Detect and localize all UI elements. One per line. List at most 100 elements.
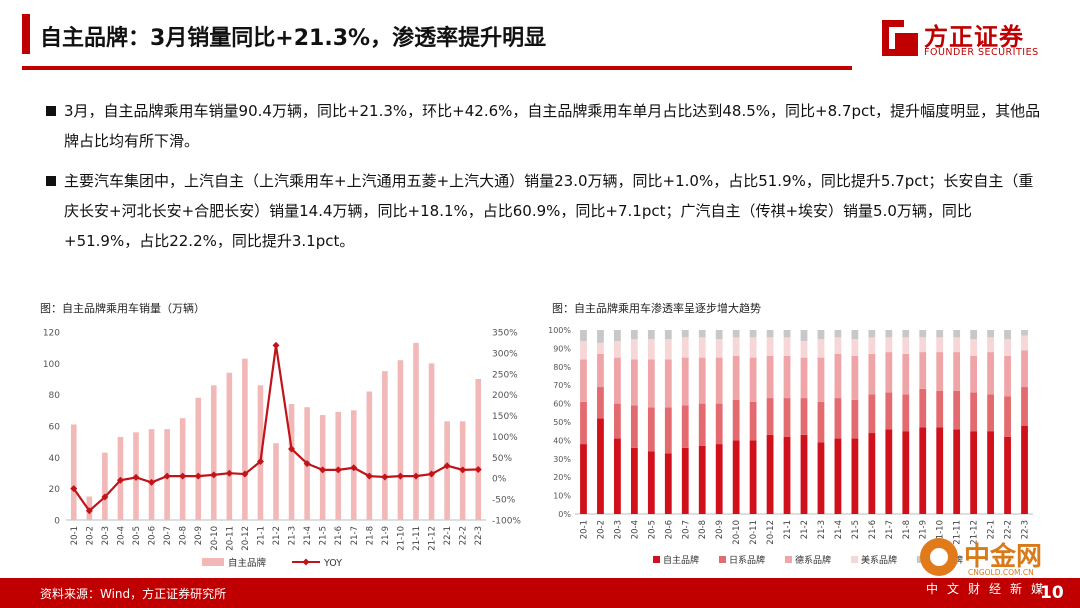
stacked-bar-segment — [664, 359, 672, 408]
stacked-bar-segment — [902, 394, 910, 432]
stacked-bar-segment — [902, 330, 910, 338]
stacked-bar-segment — [919, 388, 927, 428]
stacked-bar-segment — [936, 352, 944, 391]
stacked-bar-segment — [817, 330, 825, 340]
stacked-bar-segment — [766, 398, 774, 435]
stacked-bar-segment — [902, 353, 910, 395]
y-tick-label: 60% — [553, 400, 571, 409]
stacked-bar-segment — [698, 445, 706, 514]
yoy-point — [365, 472, 373, 480]
stacked-bar-segment — [698, 357, 706, 404]
chart1-caption: 图：自主品牌乘用车销量（万辆） — [40, 302, 205, 315]
y-tick-label: 50% — [553, 418, 571, 427]
bar — [335, 411, 342, 520]
cngold-watermark: 中金网 CNGOLD.COM.CN 中文财经新媒 — [918, 534, 1068, 604]
yoy-point — [132, 473, 140, 481]
stacked-bar-segment — [936, 390, 944, 428]
y-tick-label: 120 — [43, 329, 60, 339]
page-title: 自主品牌：3月销量同比+21.3%，渗透率提升明显 — [40, 26, 547, 51]
x-tick-label: 20-11 — [749, 520, 759, 545]
cngold-logo-icon — [920, 538, 958, 576]
stacked-bar-segment — [936, 337, 944, 353]
watermark-name: 中金网 — [964, 542, 1043, 572]
stacked-bar-segment — [698, 337, 706, 358]
y-tick-label: 60 — [49, 423, 61, 433]
legend-label: 自主品牌 — [663, 554, 699, 566]
chart2-caption: 图：自主品牌乘用车渗透率呈逐步增大趋势 — [552, 302, 761, 315]
x-tick-label: 20-8 — [179, 526, 189, 545]
bullet-text: 主要汽车集团中，上汽自主（上汽乘用车+上汽通用五菱+上汽大通）销量23.0万辆，… — [64, 172, 1034, 250]
y-tick-label: 90% — [553, 344, 571, 353]
stacked-bar-segment — [580, 359, 587, 402]
bar — [148, 429, 155, 520]
x-tick-label: 20-6 — [664, 520, 674, 539]
stacked-bar-segment — [715, 444, 723, 514]
stacked-bar-segment — [885, 337, 893, 353]
x-tick-label: 21-10 — [396, 526, 406, 551]
stacked-bar-segment — [664, 453, 672, 514]
stacked-bar-segment — [1004, 396, 1011, 437]
x-tick-label: 20-12 — [766, 520, 776, 545]
stacked-bar-segment — [614, 357, 621, 404]
yoy-point — [210, 471, 218, 479]
stacked-bar-segment — [953, 429, 961, 514]
yoy-point — [241, 470, 249, 478]
stacked-bar-segment — [580, 401, 587, 445]
yoy-point — [225, 469, 233, 477]
legend-swatch — [653, 556, 660, 563]
x-tick-label: 21-5 — [319, 526, 329, 545]
stacked-bar-segment — [698, 403, 706, 446]
y-tick-label: 70% — [553, 381, 571, 390]
stacked-bar-segment — [614, 330, 621, 342]
stacked-bar-segment — [597, 342, 604, 354]
y-tick-label: 80% — [553, 363, 571, 372]
stacked-bar-segment — [834, 337, 842, 354]
stacked-bar-segment — [970, 355, 978, 393]
stacked-bar-segment — [715, 330, 723, 340]
stacked-bar-segment — [868, 330, 876, 338]
x-tick-label: 21-9 — [919, 520, 929, 539]
stacked-bar-segment — [715, 339, 723, 358]
stacked-bar-segment — [987, 394, 994, 432]
x-tick-label: 21-9 — [381, 526, 391, 545]
y2-tick-label: 350% — [492, 329, 518, 339]
stacked-bar-segment — [681, 337, 689, 358]
stacked-bar-segment — [580, 341, 587, 360]
logo-name-cn: 方正证券 — [924, 23, 1024, 51]
page-number: 10 — [1040, 583, 1064, 603]
stacked-bar-segment — [1004, 355, 1011, 397]
stacked-bar-segment — [1021, 387, 1028, 426]
x-tick-label: 21-1 — [256, 526, 266, 545]
stacked-bar-segment — [614, 438, 621, 514]
stacked-bar-segment — [834, 398, 842, 439]
x-tick-label: 20-7 — [681, 520, 691, 539]
stacked-bar-segment — [630, 405, 638, 448]
stacked-bar-segment — [647, 330, 655, 340]
source-note: 资料来源：Wind，方正证券研究所 — [40, 587, 227, 601]
stacked-bar-segment — [868, 353, 876, 395]
y-tick-label: 0% — [558, 510, 571, 519]
watermark-url: CNGOLD.COM.CN — [968, 568, 1034, 577]
x-tick-label: 21-1 — [783, 520, 793, 539]
watermark-subtitle: 中文财经新媒 — [926, 582, 1053, 596]
x-tick-label: 20-9 — [715, 520, 725, 539]
stacked-bar-segment — [885, 352, 893, 393]
stacked-bar-segment — [597, 387, 604, 419]
stacked-bar-segment — [800, 341, 808, 358]
stacked-bar-segment — [630, 330, 638, 340]
x-tick-label: 22-3 — [474, 526, 484, 545]
x-tick-label: 21-8 — [902, 520, 912, 539]
bar — [226, 372, 233, 520]
stacked-bar-segment — [766, 355, 774, 399]
x-tick-label: 20-4 — [116, 526, 126, 545]
stacked-bar-segment — [766, 337, 774, 356]
y2-tick-label: 200% — [492, 391, 518, 401]
x-tick-label: 21-4 — [834, 520, 844, 539]
x-tick-label: 20-3 — [101, 526, 111, 545]
y2-tick-label: 300% — [492, 349, 518, 359]
y-tick-label: 10% — [553, 492, 571, 501]
x-tick-label: 20-2 — [596, 520, 606, 539]
x-tick-label: 21-11 — [953, 520, 963, 545]
x-tick-label: 21-6 — [334, 526, 344, 545]
stacked-bar-segment — [647, 451, 655, 514]
